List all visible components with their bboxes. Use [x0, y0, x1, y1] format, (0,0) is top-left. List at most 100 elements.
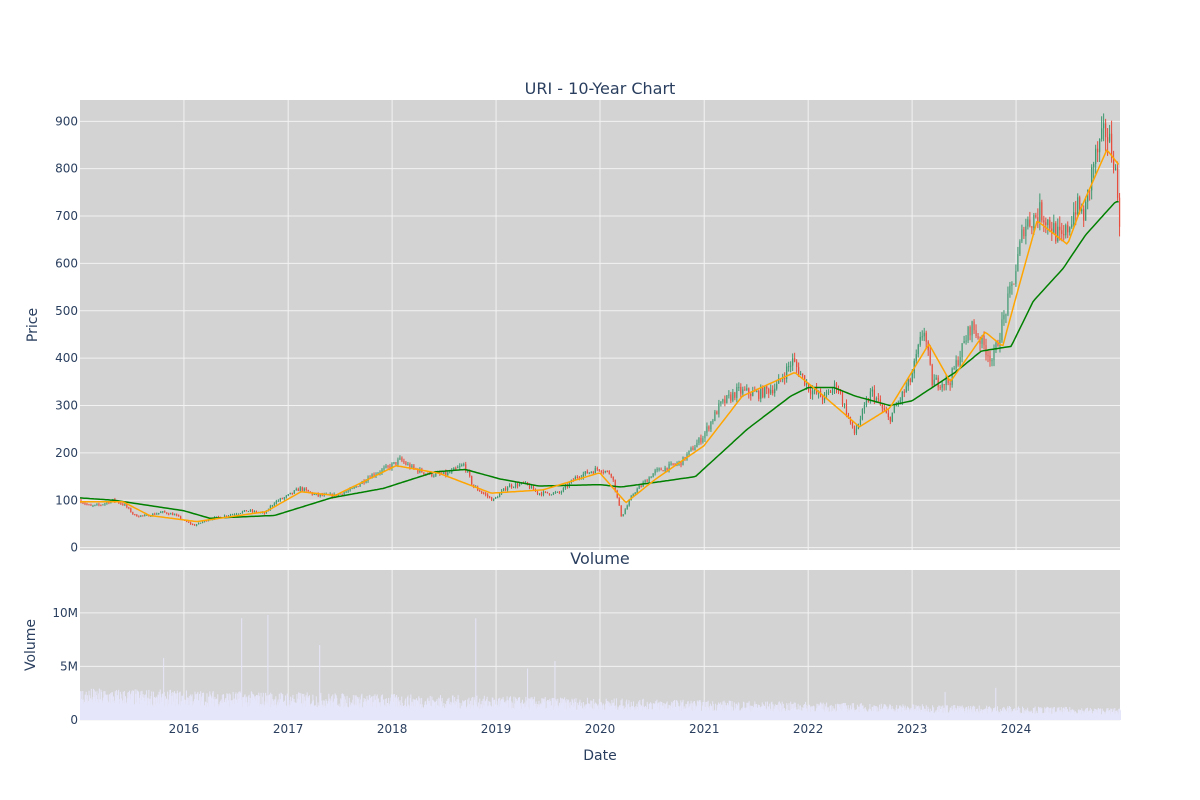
volume-bar — [416, 698, 418, 720]
volume-bar — [961, 705, 963, 720]
volume-bar — [270, 704, 272, 720]
volume-bar — [904, 711, 906, 720]
volume-bar — [1106, 709, 1108, 720]
volume-bar — [932, 713, 934, 720]
volume-bar — [555, 699, 557, 720]
volume-bar — [280, 692, 282, 720]
volume-bar — [888, 708, 890, 720]
volume-bar — [647, 703, 649, 720]
volume-bar — [383, 704, 385, 720]
volume-bar — [925, 705, 927, 720]
candle-body — [407, 464, 409, 466]
volume-bar — [725, 705, 727, 720]
volume-bar — [469, 704, 471, 720]
volume-bar — [827, 707, 829, 720]
volume-bar — [742, 707, 744, 720]
volume-bar — [750, 705, 752, 720]
volume-bar — [855, 709, 857, 720]
volume-bar — [337, 705, 339, 720]
volume-bar — [597, 706, 599, 720]
volume-bar — [538, 700, 540, 720]
price-y-tick-label: 200 — [55, 446, 78, 460]
candle-body — [504, 488, 507, 491]
volume-bar — [1061, 711, 1063, 720]
volume-bar — [261, 705, 263, 720]
volume-bar — [265, 692, 267, 720]
volume-bar — [926, 712, 928, 720]
volume-bar — [155, 704, 157, 720]
volume-bar — [386, 706, 388, 720]
volume-bar — [603, 705, 605, 720]
volume-bar — [912, 704, 914, 720]
candle-body — [760, 387, 762, 399]
candle-body — [664, 467, 666, 472]
volume-bar — [1093, 711, 1095, 720]
volume-bar — [597, 709, 599, 720]
volume-bar — [132, 690, 134, 720]
volume-bar — [544, 702, 546, 720]
candle-body — [945, 378, 947, 385]
volume-bar — [124, 696, 126, 720]
volume-bar — [425, 701, 427, 720]
volume-bar — [474, 702, 476, 720]
volume-bar — [436, 699, 438, 720]
volume-bar — [233, 699, 235, 720]
volume-bar — [399, 700, 401, 720]
volume-bar — [645, 706, 647, 720]
volume-bar — [947, 712, 949, 720]
candle-body — [1099, 139, 1101, 153]
volume-bar — [490, 705, 492, 720]
volume-bar — [1118, 708, 1120, 720]
volume-bar — [252, 699, 254, 720]
candle-body — [168, 513, 170, 515]
volume-bar — [488, 702, 490, 720]
volume-bar — [792, 703, 794, 720]
volume-bar — [835, 710, 837, 720]
volume-bar — [374, 694, 376, 720]
volume-bar — [999, 712, 1001, 720]
volume-bar — [181, 695, 183, 720]
candle-body — [1079, 197, 1081, 212]
candle-body — [1035, 215, 1037, 218]
volume-bar — [359, 703, 361, 720]
volume-bar — [118, 689, 120, 720]
volume-bar — [970, 711, 972, 720]
candle-body — [108, 502, 110, 504]
volume-bar — [1030, 710, 1032, 720]
volume-bar — [1055, 711, 1057, 720]
volume-bar — [567, 705, 569, 720]
volume-bar — [739, 710, 741, 720]
volume-bar — [455, 701, 457, 720]
candle-body — [720, 401, 722, 404]
candle-body — [166, 512, 168, 514]
volume-bar — [294, 702, 296, 720]
volume-bar — [810, 706, 812, 720]
volume-bar — [693, 700, 695, 720]
volume-bar — [651, 709, 653, 720]
candle-body — [562, 487, 565, 492]
volume-bar — [960, 706, 962, 720]
volume-y-tick-label: 10M — [52, 606, 78, 620]
volume-bar — [814, 710, 816, 720]
volume-bar — [571, 698, 573, 720]
volume-bar — [357, 705, 359, 720]
volume-bar — [408, 704, 410, 720]
volume-bar — [781, 711, 783, 720]
volume-bar — [1103, 711, 1105, 720]
volume-bar — [364, 698, 366, 720]
volume-bar — [774, 705, 776, 720]
volume-bar — [631, 707, 633, 720]
candle-body — [953, 368, 955, 370]
candle-body — [359, 483, 361, 487]
candle-body — [983, 335, 985, 346]
volume-bar — [1010, 709, 1012, 720]
volume-bar — [451, 702, 453, 720]
candle-body — [1049, 219, 1051, 229]
volume-bar — [574, 701, 576, 720]
volume-bar — [291, 701, 293, 720]
volume-bar — [777, 709, 779, 720]
volume-bar — [127, 692, 129, 720]
candle-body — [1043, 220, 1045, 223]
candle-body — [905, 386, 907, 393]
volume-bar — [962, 709, 964, 720]
